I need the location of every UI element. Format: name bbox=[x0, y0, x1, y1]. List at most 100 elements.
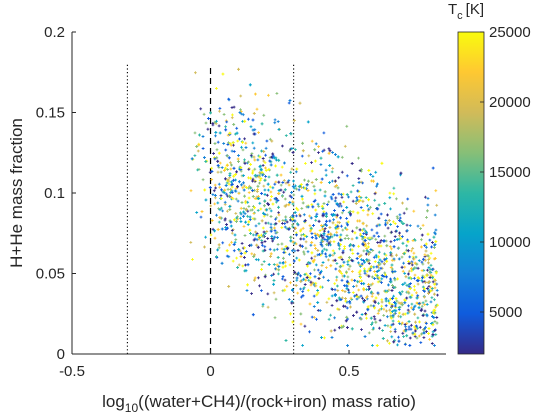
data-point bbox=[213, 236, 217, 240]
data-point bbox=[429, 273, 433, 277]
data-point bbox=[377, 244, 381, 248]
data-point bbox=[406, 197, 410, 201]
x-tick-label: 0.5 bbox=[339, 363, 360, 380]
data-point bbox=[340, 193, 343, 196]
data-point bbox=[230, 240, 233, 244]
data-point bbox=[362, 288, 366, 292]
data-point bbox=[405, 223, 409, 227]
data-point bbox=[283, 288, 287, 292]
data-point bbox=[301, 197, 304, 201]
data-point bbox=[304, 240, 308, 244]
data-point bbox=[363, 335, 367, 338]
data-point bbox=[331, 167, 335, 170]
data-point bbox=[314, 208, 318, 212]
data-point bbox=[369, 265, 373, 269]
data-point bbox=[390, 254, 394, 258]
data-point bbox=[427, 266, 431, 269]
data-point bbox=[278, 261, 282, 265]
data-point bbox=[264, 175, 267, 178]
data-point bbox=[216, 248, 219, 252]
data-point bbox=[390, 247, 393, 251]
data-point bbox=[347, 267, 351, 271]
data-point bbox=[217, 246, 221, 250]
data-point bbox=[233, 240, 237, 244]
data-point bbox=[241, 113, 245, 117]
data-point bbox=[423, 275, 426, 279]
data-point bbox=[249, 176, 252, 180]
data-point bbox=[243, 256, 246, 259]
data-point bbox=[336, 224, 340, 228]
data-point bbox=[330, 336, 334, 339]
data-point bbox=[235, 216, 239, 220]
data-point bbox=[363, 269, 367, 273]
data-point bbox=[338, 202, 342, 206]
data-point bbox=[226, 209, 229, 213]
data-point bbox=[301, 294, 305, 298]
data-point bbox=[273, 118, 277, 122]
data-point bbox=[277, 128, 281, 131]
data-point bbox=[337, 192, 341, 196]
data-point bbox=[377, 203, 381, 207]
data-point bbox=[373, 260, 377, 263]
data-point bbox=[405, 284, 409, 287]
data-point bbox=[217, 151, 221, 155]
colorbar-tick-label: 5000 bbox=[489, 304, 522, 321]
data-point bbox=[276, 120, 280, 123]
data-point bbox=[365, 316, 368, 320]
data-point bbox=[297, 258, 301, 262]
data-point bbox=[363, 242, 367, 246]
data-point bbox=[252, 255, 256, 258]
data-point bbox=[363, 236, 367, 239]
data-point bbox=[344, 284, 348, 288]
data-point bbox=[232, 174, 236, 178]
data-point bbox=[316, 202, 320, 206]
data-point bbox=[390, 258, 394, 262]
data-point bbox=[385, 257, 388, 261]
data-point bbox=[339, 238, 342, 242]
data-point bbox=[426, 197, 430, 200]
data-point bbox=[357, 295, 361, 299]
data-point bbox=[293, 211, 297, 214]
data-point bbox=[305, 183, 309, 187]
data-point bbox=[382, 307, 386, 311]
data-point bbox=[355, 284, 358, 288]
data-point bbox=[414, 320, 417, 324]
data-point bbox=[253, 158, 257, 162]
data-point bbox=[224, 166, 227, 170]
data-point bbox=[262, 260, 266, 263]
data-point bbox=[297, 188, 301, 192]
data-point bbox=[298, 243, 302, 247]
data-point bbox=[263, 188, 267, 192]
data-point bbox=[364, 196, 368, 199]
data-point bbox=[236, 199, 240, 203]
data-point bbox=[267, 175, 271, 179]
data-point bbox=[435, 203, 439, 207]
data-point bbox=[389, 280, 393, 284]
data-point bbox=[264, 221, 268, 225]
data-point bbox=[221, 72, 225, 76]
data-point bbox=[386, 339, 389, 343]
data-point bbox=[288, 194, 292, 198]
data-point bbox=[304, 246, 308, 250]
data-point bbox=[433, 279, 437, 282]
data-point bbox=[431, 241, 434, 244]
data-point bbox=[283, 188, 287, 192]
data-point bbox=[425, 245, 428, 249]
data-point bbox=[390, 230, 393, 234]
data-point bbox=[322, 275, 325, 279]
data-point bbox=[270, 227, 274, 231]
data-point bbox=[404, 275, 408, 279]
data-point bbox=[284, 134, 288, 137]
data-point bbox=[272, 156, 276, 160]
data-point bbox=[316, 289, 319, 292]
data-point bbox=[373, 299, 377, 303]
data-point bbox=[331, 214, 335, 217]
data-point bbox=[382, 239, 386, 242]
data-point bbox=[407, 276, 411, 280]
data-point bbox=[305, 235, 309, 238]
data-point bbox=[384, 297, 388, 301]
data-point bbox=[254, 224, 258, 228]
data-point bbox=[394, 229, 398, 233]
data-point bbox=[387, 283, 390, 287]
data-point bbox=[407, 284, 411, 288]
